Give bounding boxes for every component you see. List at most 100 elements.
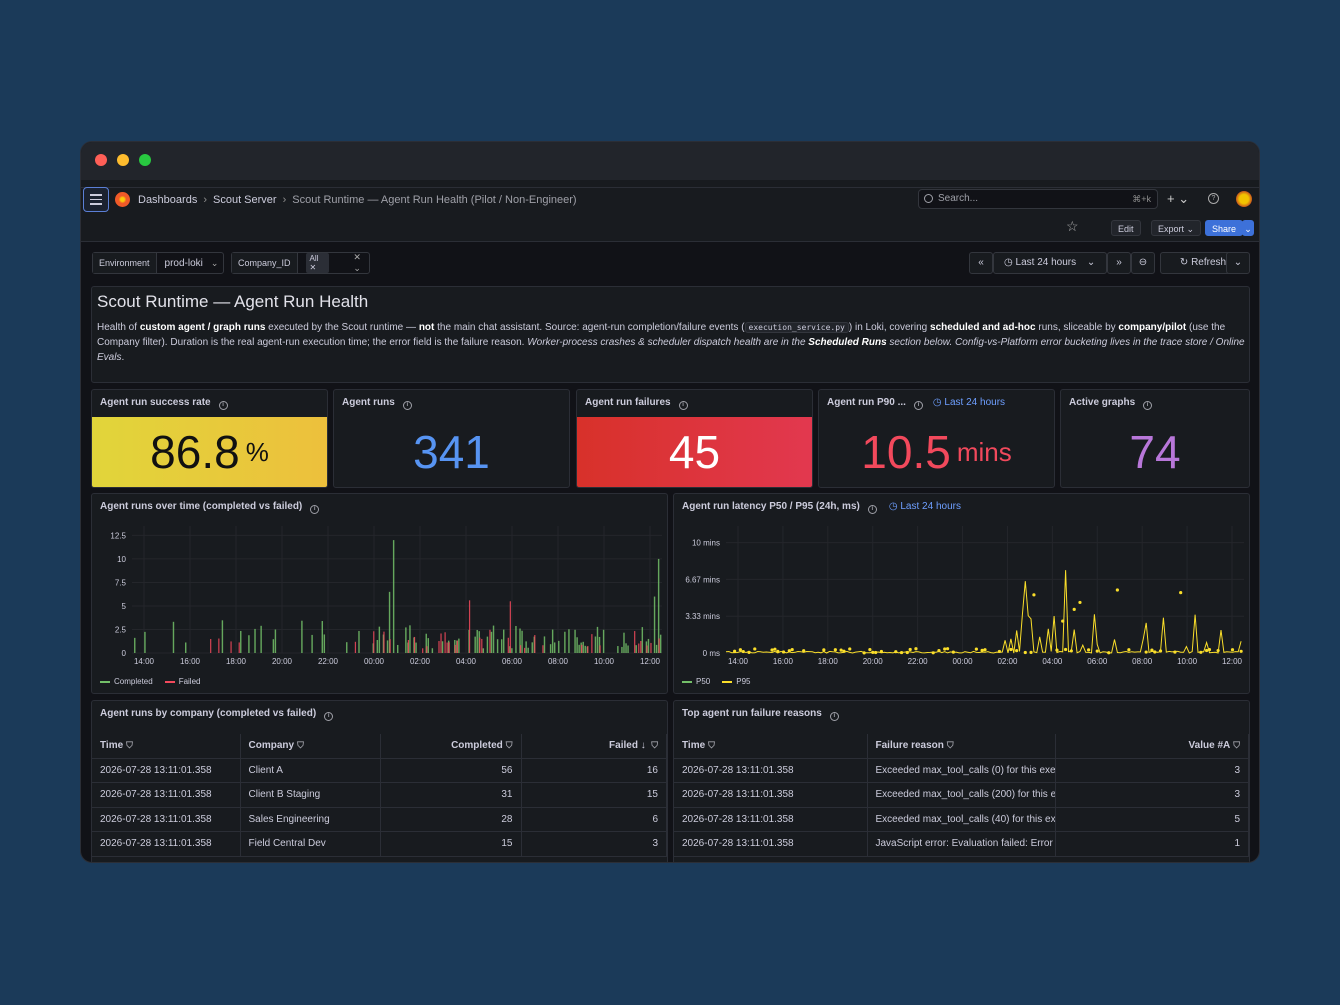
code-snippet: execution_service.py [744,322,849,333]
x-tick-label: 22:00 [908,657,929,666]
maximize-window-button[interactable] [139,154,151,166]
column-header-time[interactable]: Time ⛉ [674,734,868,759]
export-button[interactable]: Export ⌄ [1151,220,1202,236]
bar-completed [185,642,187,653]
breadcrumb-folder[interactable]: Scout Server [213,194,277,206]
stat-success-rate[interactable]: Agent run success rate i 86.8% [91,389,328,488]
table-header-row: Time ⛉ Company ⛉ Completed ⛉ Failed ↓ ⛉ [92,734,667,759]
info-icon[interactable]: i [310,505,320,514]
info-icon[interactable]: i [402,401,412,410]
share-button[interactable]: Share [1205,220,1244,236]
point-p95 [787,649,791,653]
x-tick-label: 04:00 [1042,657,1063,666]
table-runs-by-company[interactable]: Agent runs by company (completed vs fail… [91,700,668,862]
variable-environment[interactable]: Environment prod-loki ⌄ [92,252,224,274]
info-icon[interactable]: i [829,712,839,721]
bar-completed [515,625,517,653]
point-p95 [914,647,918,651]
close-window-button[interactable] [95,154,107,166]
info-icon[interactable]: i [678,401,688,410]
x-tick-label: 10:00 [594,657,615,666]
table-row[interactable]: 2026-07-28 13:11:01.358 JavaScript error:… [674,831,1249,857]
time-back-button[interactable]: « [969,252,993,274]
table-row[interactable]: 2026-07-28 13:11:01.358 Exceeded max_tool… [674,758,1249,783]
bar-failed [444,632,446,653]
table-row[interactable]: 2026-07-28 13:11:01.358 Exceeded max_tool… [674,782,1249,808]
search-input[interactable]: Search... ⌘+k [918,189,1158,209]
stat-agent-runs[interactable]: Agent runs i 341 [333,389,570,488]
legend-completed[interactable]: Completed [100,677,153,686]
latency-chart-svg[interactable]: 0 ms 3.33 mins 6.67 mins 10 mins 14:00 16:00 1… [674,516,1250,681]
legend-failed[interactable]: Failed [164,677,200,686]
stat-agent-failures[interactable]: Agent run failures i 45 [576,389,813,488]
table-row[interactable]: 2026-07-28 13:11:01.358 Sales Engineering… [92,807,667,832]
clear-icon[interactable]: ✕ ⌄ [353,252,361,273]
x-tick-label: 00:00 [364,657,385,666]
add-new-button[interactable]: + ⌄ [1167,191,1190,206]
table-row[interactable]: 2026-07-28 13:11:01.358 Client A 56 16 [92,758,667,783]
table-cell: 5 [1055,807,1249,832]
column-header-failure-reason[interactable]: Failure reason ⛉ [867,734,1056,759]
time-forward-button[interactable]: » [1107,252,1131,274]
variable-company[interactable]: Company_ID All ✕ ✕ ⌄ [231,252,370,274]
minimize-window-button[interactable] [117,154,129,166]
column-header-failed[interactable]: Failed ↓ ⛉ [521,734,667,759]
point-p95 [1072,607,1076,611]
bar-completed [551,629,554,653]
star-icon[interactable]: ☆ [1066,218,1079,234]
column-header-company[interactable]: Company ⛉ [240,734,381,759]
column-header-value[interactable]: Value #A ⛉ [1055,734,1249,759]
stat-p90-duration[interactable]: Agent run P90 ... i ◷ Last 24 hours 10.5 mi… [818,389,1055,488]
filter-chip[interactable]: All ✕ [305,253,330,273]
legend-p50[interactable]: P50 [682,677,710,686]
table-row[interactable]: 2026-07-28 13:11:01.358 Exceeded max_tool… [674,807,1249,832]
filter-icon[interactable]: ⛉ [126,740,133,751]
bar-completed [635,645,637,653]
filter-icon[interactable]: ⛉ [297,740,304,751]
info-icon[interactable]: i [867,505,877,514]
point-p95 [1078,600,1082,605]
zoom-out-icon[interactable]: ⊖ [1131,252,1155,274]
table-row[interactable]: 2026-07-28 13:11:01.358 Client B Staging 3… [92,782,667,808]
stat-active-graphs[interactable]: Active graphs i 74 [1060,389,1250,488]
point-p95 [1115,588,1119,592]
bar-failed [210,639,212,653]
info-icon[interactable]: i [324,712,334,721]
info-icon[interactable]: i [218,401,228,410]
help-icon[interactable]: ? [1208,193,1219,204]
chart-latency[interactable]: Agent run latency P50 / P95 (24h, ms) i ◷ … [673,493,1250,694]
bar-failed [634,631,636,653]
chart-runs-over-time[interactable]: Agent runs over time (completed vs faile… [91,493,668,694]
filter-icon[interactable]: ⛉ [708,740,715,751]
point-p95 [738,648,742,652]
info-icon[interactable]: i [913,401,923,410]
column-header-completed[interactable]: Completed ⛉ [380,734,522,759]
grafana-logo-icon[interactable] [115,192,130,207]
table-cell: Exceeded max_tool_calls (40) for this ex [867,807,1056,832]
bar-completed [596,626,599,653]
page-title: Scout Runtime — Agent Run Health [97,292,369,311]
column-header-time[interactable]: Time ⛉ [92,734,241,759]
legend-p95[interactable]: P95 [722,677,750,686]
filter-icon[interactable]: ⛉ [946,740,954,751]
info-icon[interactable]: i [1143,401,1153,410]
table-failure-reasons[interactable]: Top agent run failure reasons i Time ⛉ Fai… [673,700,1250,862]
runs-chart-svg[interactable]: 0 2.5 5 7.5 10 12.5 14:00 16:00 18:00 20:00 22:00 0… [92,516,668,681]
menu-icon[interactable] [83,187,109,212]
filter-icon[interactable]: ⛉ [1233,740,1240,751]
avatar[interactable] [1236,191,1252,207]
edit-button[interactable]: Edit [1111,220,1141,236]
x-tick-label: 18:00 [226,657,247,666]
time-range-picker[interactable]: ◷ Last 24 hours ⌄ [993,252,1107,274]
table-row[interactable]: 2026-07-28 13:11:01.358 Field Central Dev… [92,831,667,857]
breadcrumb-dashboards[interactable]: Dashboards [138,194,198,206]
bar-failed [534,635,536,653]
filter-icon[interactable]: ⛉ [505,740,513,751]
bar-completed [427,638,430,653]
filter-icon[interactable]: ⛉ [648,740,658,751]
y-tick-label: 5 [122,602,127,611]
share-dropdown-icon[interactable]: ⌄ [1242,220,1254,236]
bar-failed [456,640,458,653]
refresh-interval-dropdown[interactable]: ⌄ [1226,252,1250,274]
table-cell: 2026-07-28 13:11:01.358 [92,807,241,832]
